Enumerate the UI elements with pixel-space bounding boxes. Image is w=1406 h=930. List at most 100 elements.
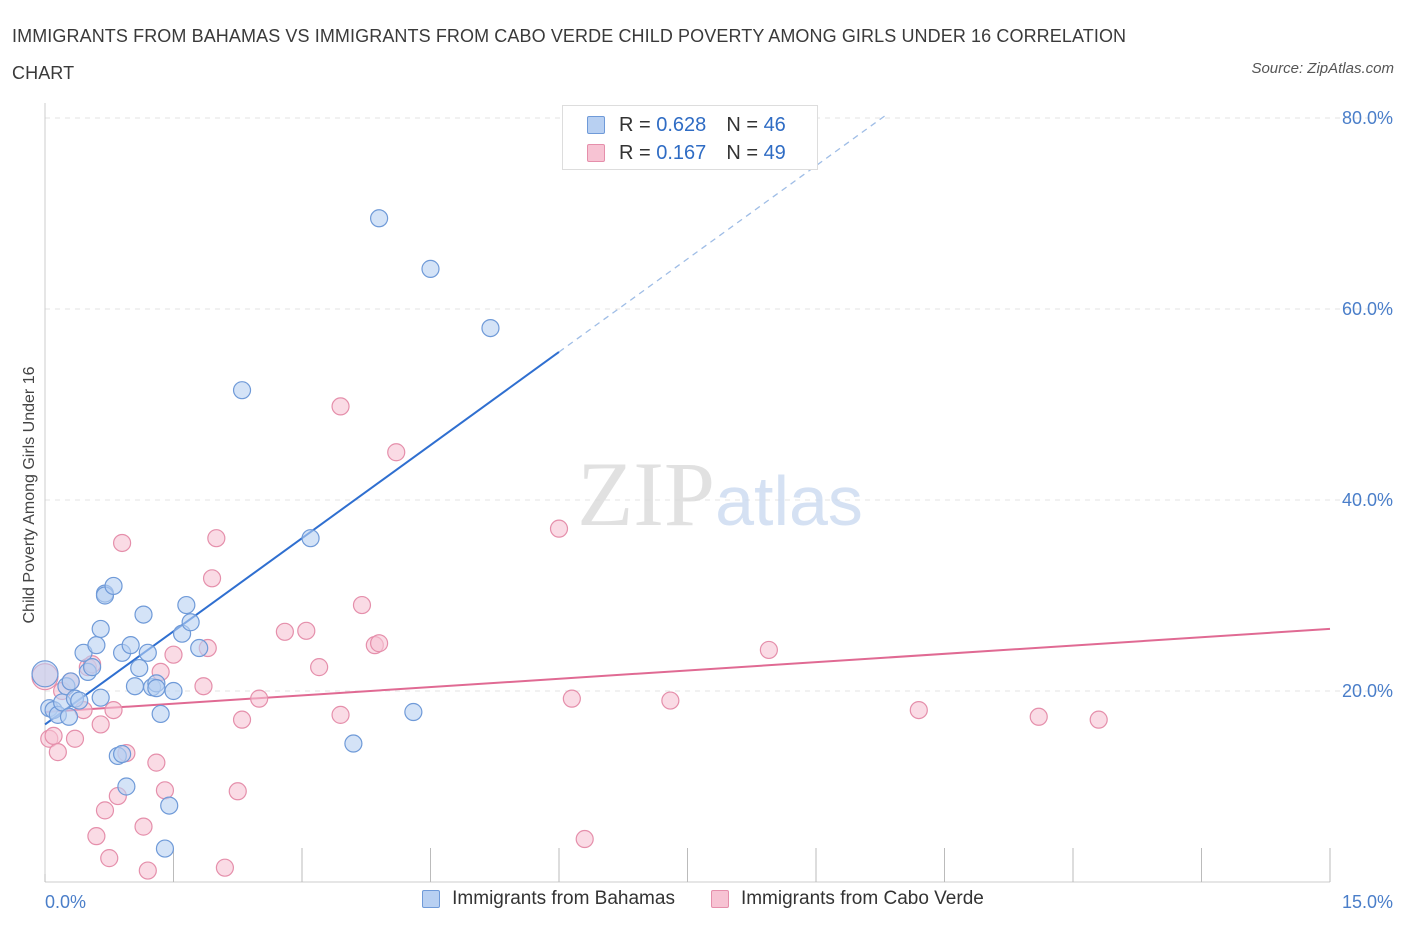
- y-tick-label: 60.0%: [1342, 299, 1393, 319]
- point-caboverde: [549, 519, 569, 538]
- x-tick-label: 0.0%: [45, 892, 86, 912]
- point-bahamas: [125, 677, 145, 696]
- source-label: Source: ZipAtlas.com: [1251, 60, 1394, 77]
- legend: R = 0.628 N = 46 R = 0.167 N = 49: [562, 105, 818, 170]
- point-caboverde: [232, 710, 252, 729]
- legend-n-value: 49: [763, 141, 786, 164]
- point-bahamas: [61, 672, 80, 691]
- point-bahamas: [370, 209, 389, 228]
- series-legend: Immigrants from Bahamas Immigrants from …: [0, 888, 1406, 910]
- point-bahamas: [190, 638, 209, 658]
- y-axis-label: Child Poverty Among Girls Under 16: [21, 366, 38, 623]
- point-caboverde: [155, 781, 175, 800]
- point-caboverde: [387, 443, 406, 462]
- point-caboverde: [147, 753, 166, 772]
- point-bahamas: [112, 744, 132, 764]
- point-caboverde: [310, 658, 329, 677]
- point-caboverde: [104, 700, 123, 720]
- legend-n-label: N =: [726, 141, 758, 164]
- point-caboverde: [138, 861, 157, 880]
- point-caboverde: [275, 622, 294, 641]
- trend-line-bahamas-extension: [558, 115, 885, 353]
- point-caboverde: [134, 817, 153, 836]
- point-bahamas: [83, 658, 102, 677]
- series-legend-item-caboverde: Immigrants from Cabo Verde: [710, 888, 984, 910]
- point-bahamas: [70, 691, 89, 710]
- point-bahamas: [151, 704, 170, 724]
- point-bahamas: [134, 605, 153, 624]
- y-tick-label: 20.0%: [1342, 681, 1393, 701]
- point-caboverde: [91, 715, 110, 734]
- point-bahamas: [138, 643, 157, 662]
- point-caboverde: [1029, 707, 1048, 726]
- point-bahamas: [404, 702, 423, 722]
- point-caboverde: [297, 621, 316, 640]
- point-caboverde: [100, 849, 119, 868]
- point-caboverde: [575, 829, 594, 849]
- trend-line-caboverde: [44, 627, 1331, 714]
- series-legend-item-bahamas: Immigrants from Bahamas: [422, 888, 675, 910]
- series-swatch-caboverde: [710, 890, 729, 908]
- point-bahamas: [59, 707, 79, 726]
- y-tick-label: 80.0%: [1342, 108, 1393, 128]
- legend-r-label: R =: [619, 141, 651, 164]
- legend-swatch-bahamas: [587, 116, 605, 134]
- point-caboverde: [331, 397, 350, 416]
- point-bahamas: [160, 796, 179, 815]
- chart-title: IMMIGRANTS FROM BAHAMAS VS IMMIGRANTS FR…: [12, 26, 1127, 83]
- point-bahamas: [421, 259, 440, 278]
- point-bahamas: [31, 660, 59, 688]
- point-caboverde: [909, 700, 928, 720]
- x-tick-label: 15.0%: [1342, 892, 1393, 912]
- point-bahamas: [117, 777, 136, 796]
- axes: [44, 103, 1331, 883]
- point-bahamas: [344, 734, 363, 753]
- point-caboverde: [112, 533, 132, 553]
- point-caboverde: [331, 705, 350, 724]
- point-caboverde: [250, 689, 269, 708]
- point-caboverde: [370, 634, 389, 653]
- legend-r-value: 0.167: [656, 141, 707, 164]
- point-bahamas: [301, 529, 320, 548]
- point-caboverde: [228, 782, 247, 801]
- point-bahamas: [481, 319, 500, 338]
- data-points: [31, 209, 1108, 880]
- y-tick-label: 40.0%: [1342, 490, 1393, 510]
- point-caboverde: [44, 726, 63, 745]
- point-caboverde: [759, 640, 778, 660]
- point-caboverde: [661, 691, 680, 710]
- legend-r-value: 0.628: [656, 113, 707, 136]
- point-caboverde: [48, 743, 67, 762]
- point-caboverde: [562, 689, 581, 708]
- series-name-bahamas: Immigrants from Bahamas: [452, 888, 675, 909]
- legend-n-label: N =: [726, 113, 758, 136]
- series-swatch-bahamas: [422, 890, 441, 908]
- legend-swatch-caboverde: [587, 144, 605, 162]
- point-bahamas: [91, 619, 110, 639]
- point-bahamas: [87, 636, 106, 655]
- point-caboverde: [1089, 710, 1108, 729]
- tick-labels: 20.0% 40.0% 60.0% 80.0% 0.0% 15.0%: [45, 108, 1393, 912]
- point-bahamas: [130, 658, 149, 678]
- point-bahamas: [121, 636, 140, 655]
- series-name-caboverde: Immigrants from Cabo Verde: [740, 888, 984, 909]
- point-bahamas: [155, 839, 175, 858]
- point-caboverde: [194, 677, 213, 696]
- point-caboverde: [207, 529, 226, 548]
- point-caboverde: [215, 858, 234, 877]
- point-bahamas: [181, 613, 200, 632]
- point-bahamas: [232, 381, 252, 400]
- point-bahamas: [164, 681, 183, 701]
- point-caboverde: [65, 729, 85, 748]
- point-caboverde: [202, 569, 222, 588]
- trend-lines: [44, 115, 1331, 726]
- watermark: ZIPatlas: [577, 443, 863, 545]
- point-bahamas: [91, 688, 110, 707]
- gridlines: [45, 117, 1392, 692]
- legend-row-caboverde: R = 0.167 N = 49: [587, 140, 786, 166]
- point-caboverde: [87, 827, 106, 846]
- legend-n-value: 46: [763, 113, 786, 136]
- legend-row-bahamas: R = 0.628 N = 46: [587, 112, 786, 138]
- point-caboverde: [95, 801, 115, 820]
